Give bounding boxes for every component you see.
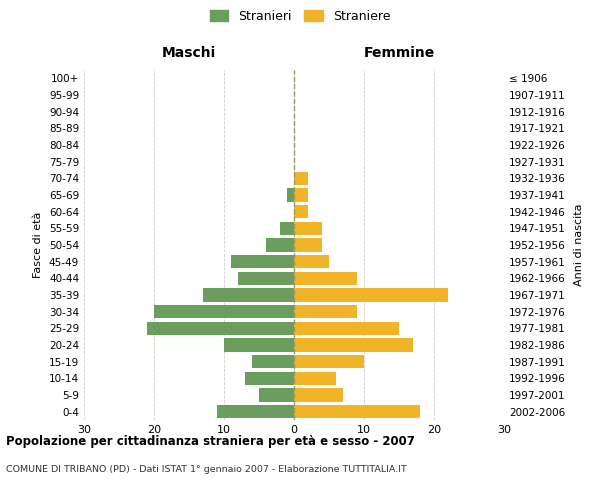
Bar <box>294 222 322 235</box>
Bar <box>217 405 294 418</box>
Text: Femmine: Femmine <box>364 46 434 60</box>
Bar <box>294 205 308 218</box>
Bar <box>147 322 294 335</box>
Bar <box>231 255 294 268</box>
Bar <box>259 388 294 402</box>
Bar <box>294 405 420 418</box>
Bar <box>294 272 357 285</box>
Bar <box>252 355 294 368</box>
Bar <box>294 388 343 402</box>
Bar <box>294 355 364 368</box>
Bar <box>294 322 399 335</box>
Text: Maschi: Maschi <box>162 46 216 60</box>
Bar <box>294 172 308 185</box>
Y-axis label: Anni di nascita: Anni di nascita <box>574 204 584 286</box>
Bar <box>154 305 294 318</box>
Text: Popolazione per cittadinanza straniera per età e sesso - 2007: Popolazione per cittadinanza straniera p… <box>6 435 415 448</box>
Bar <box>294 288 448 302</box>
Bar <box>203 288 294 302</box>
Bar <box>294 372 336 385</box>
Legend: Stranieri, Straniere: Stranieri, Straniere <box>206 6 394 26</box>
Bar <box>224 338 294 351</box>
Y-axis label: Fasce di età: Fasce di età <box>34 212 43 278</box>
Bar <box>294 255 329 268</box>
Bar <box>238 272 294 285</box>
Bar <box>245 372 294 385</box>
Bar <box>294 305 357 318</box>
Bar <box>266 238 294 252</box>
Bar <box>294 238 322 252</box>
Text: COMUNE DI TRIBANO (PD) - Dati ISTAT 1° gennaio 2007 - Elaborazione TUTTITALIA.IT: COMUNE DI TRIBANO (PD) - Dati ISTAT 1° g… <box>6 465 407 474</box>
Bar <box>294 338 413 351</box>
Bar <box>280 222 294 235</box>
Bar <box>294 188 308 202</box>
Bar <box>287 188 294 202</box>
